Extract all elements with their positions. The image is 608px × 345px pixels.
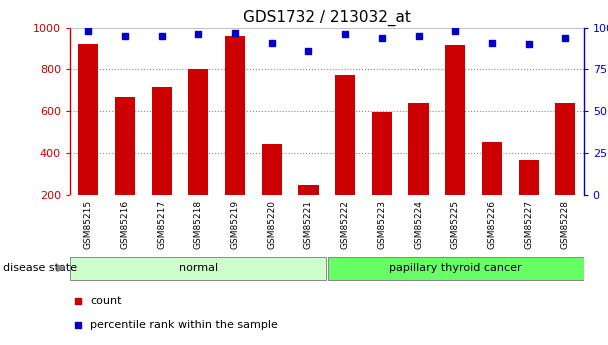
Bar <box>299 185 319 195</box>
Text: GSM85224: GSM85224 <box>414 200 423 249</box>
Text: GSM85226: GSM85226 <box>488 200 497 249</box>
Text: GSM85215: GSM85215 <box>84 200 93 249</box>
FancyBboxPatch shape <box>328 257 584 280</box>
Text: ▶: ▶ <box>57 263 65 273</box>
Text: count: count <box>91 296 122 306</box>
Bar <box>335 75 355 195</box>
FancyBboxPatch shape <box>70 257 326 280</box>
Bar <box>261 144 282 195</box>
Bar <box>409 103 429 195</box>
Text: GSM85221: GSM85221 <box>304 200 313 249</box>
Text: papillary thyroid cancer: papillary thyroid cancer <box>389 263 522 273</box>
Bar <box>188 69 209 195</box>
Text: GSM85217: GSM85217 <box>157 200 166 249</box>
Bar <box>78 44 98 195</box>
Text: GSM85216: GSM85216 <box>120 200 130 249</box>
Bar <box>225 36 245 195</box>
Title: GDS1732 / 213032_at: GDS1732 / 213032_at <box>243 10 411 26</box>
Text: GSM85222: GSM85222 <box>340 200 350 249</box>
Bar <box>115 97 135 195</box>
Text: GSM85223: GSM85223 <box>378 200 386 249</box>
Text: GSM85225: GSM85225 <box>451 200 460 249</box>
Text: percentile rank within the sample: percentile rank within the sample <box>91 320 278 330</box>
Bar <box>371 112 392 195</box>
Bar <box>151 87 171 195</box>
Bar <box>519 160 539 195</box>
Text: normal: normal <box>179 263 218 273</box>
Bar <box>482 141 502 195</box>
Bar <box>555 103 575 195</box>
Bar <box>445 46 465 195</box>
Text: disease state: disease state <box>3 263 77 273</box>
Text: GSM85218: GSM85218 <box>194 200 203 249</box>
Text: GSM85228: GSM85228 <box>561 200 570 249</box>
Text: GSM85220: GSM85220 <box>268 200 276 249</box>
Text: GSM85227: GSM85227 <box>524 200 533 249</box>
Text: GSM85219: GSM85219 <box>230 200 240 249</box>
